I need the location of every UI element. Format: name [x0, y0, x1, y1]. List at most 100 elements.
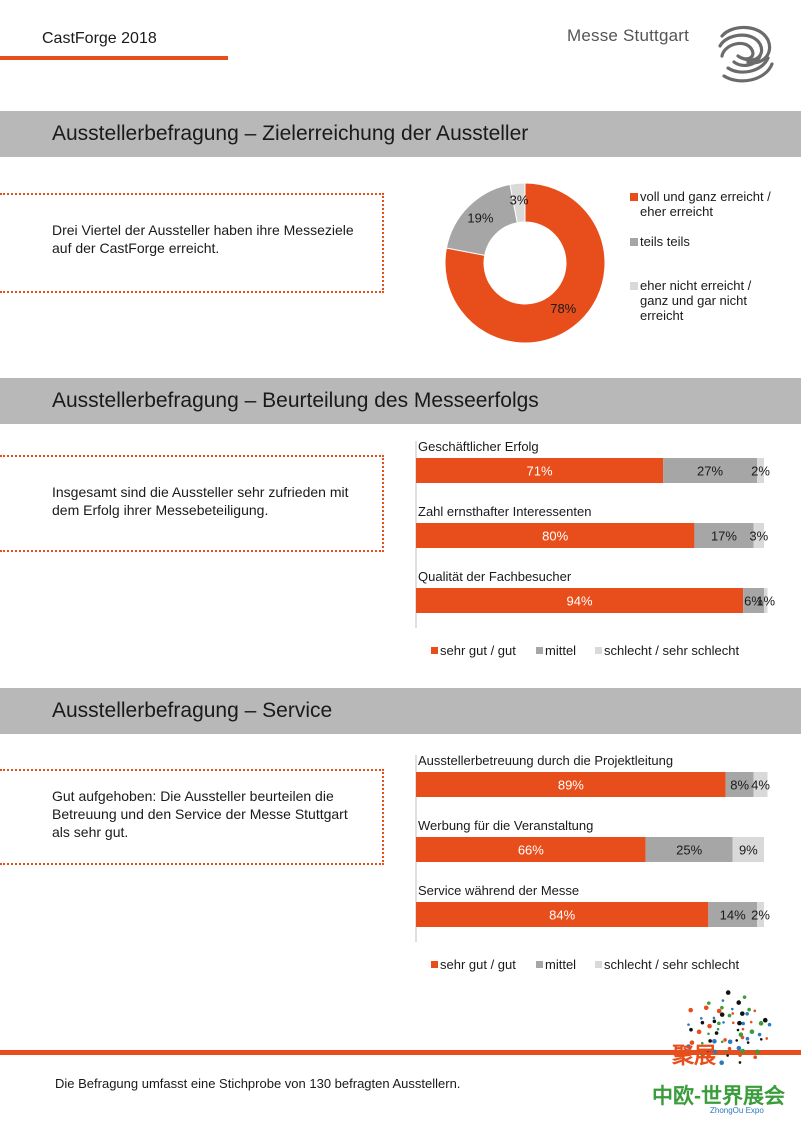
callout-box-goals: [0, 193, 384, 293]
bar-segment: [743, 588, 764, 613]
watermark-dot: [716, 1008, 722, 1014]
bar-segment: [753, 772, 768, 797]
category-label: Zahl ernsthafter Interessenten: [418, 504, 591, 519]
watermark-dot: [749, 1020, 753, 1024]
category-label: Service während der Messe: [418, 883, 579, 898]
watermark-dot: [738, 1053, 742, 1057]
section-title-goals: Ausstellerbefragung – Zielerreichung der…: [52, 122, 529, 145]
callout-box-service: [0, 769, 384, 865]
watermark-dot: [712, 1019, 717, 1024]
watermark-dot: [707, 1032, 710, 1036]
legend-label: schlecht / sehr schlecht: [604, 643, 740, 658]
watermark-dot: [746, 1041, 750, 1044]
bar-segment: [663, 458, 758, 483]
watermark-dot: [689, 1040, 695, 1045]
legend-item-goals-partly: teils teils: [630, 234, 790, 249]
footer-note: Die Befragung umfasst eine Stichprobe vo…: [55, 1076, 461, 1091]
slice-not-achieved: [509, 182, 526, 224]
bar-segment: [416, 772, 726, 797]
legend-swatch: [536, 961, 543, 968]
legend-swatch: [595, 647, 602, 654]
watermark-dot: [758, 1021, 764, 1026]
watermark-dot: [740, 1048, 746, 1054]
watermark-dot: [762, 1017, 768, 1023]
bar-value-label: 2%: [751, 464, 770, 479]
bar-segment: [645, 837, 733, 862]
watermark-dot: [749, 1029, 755, 1035]
bar-segment: [753, 523, 764, 548]
watermark-dot: [731, 1012, 735, 1015]
watermark-burst-icon: [686, 990, 772, 1066]
watermark-dot: [723, 1038, 727, 1042]
watermark-dot: [706, 1054, 711, 1059]
watermark-dot: [738, 1061, 742, 1064]
watermark-dot: [736, 1045, 742, 1051]
watermark-dot: [739, 1011, 745, 1016]
watermark-dot: [742, 995, 747, 999]
legend-swatch: [630, 282, 638, 290]
bar-value-label: 89%: [558, 778, 584, 793]
watermark-dot: [730, 1007, 734, 1011]
watermark-dot: [717, 1021, 721, 1026]
section-bar-goals: Ausstellerbefragung – Zielerreichung der…: [0, 111, 801, 157]
watermark-dot: [727, 1046, 732, 1051]
legend-swatch: [630, 193, 638, 201]
legend-label: sehr gut / gut: [440, 643, 516, 658]
category-label: Geschäftlicher Erfolg: [418, 439, 539, 454]
watermark-dot: [703, 1005, 709, 1011]
watermark-dot: [722, 1021, 725, 1024]
legend-label: voll und ganz erreicht / eher erreicht: [640, 189, 771, 219]
watermark-dot: [707, 1023, 712, 1029]
watermark-dot: [765, 1037, 769, 1040]
watermark-dot: [736, 1028, 740, 1032]
section-title-service: Ausstellerbefragung – Service: [52, 699, 333, 722]
bar-value-label: 9%: [739, 843, 758, 858]
bar-value-label: 94%: [567, 594, 593, 609]
legend-swatch: [595, 961, 602, 968]
watermark-logo: 聚展 中欧-世界展会 ZhongOu Expo: [650, 990, 800, 1130]
watermark-dot: [753, 1055, 757, 1060]
bar-segment: [757, 902, 764, 927]
bar-value-label: 27%: [697, 464, 723, 479]
watermark-dot: [707, 1050, 711, 1054]
category-label: Qualität der Fachbesucher: [418, 569, 572, 584]
watermark-dot: [687, 1023, 690, 1026]
legend-item-goals-not: eher nicht erreicht / ganz und gar nicht…: [630, 278, 770, 323]
slice-label: 19%: [467, 210, 493, 225]
legend-swatch: [630, 238, 638, 246]
bar-value-label: 1%: [756, 594, 775, 609]
event-title: CastForge 2018: [42, 30, 157, 47]
watermark-text-en: ZhongOu Expo: [710, 1106, 764, 1115]
watermark-dot: [686, 1044, 691, 1049]
bar-segment: [757, 458, 764, 483]
watermark-text-cn-2: 中欧-世界展会: [652, 1085, 785, 1108]
slice-label: 3%: [510, 192, 529, 207]
bar-segment: [416, 902, 709, 927]
section-bar-success: Ausstellerbefragung – Beurteilung des Me…: [0, 378, 801, 424]
watermark-dot: [721, 999, 725, 1002]
bar-segment: [694, 523, 754, 548]
watermark-dot: [741, 1027, 745, 1031]
watermark-dot: [689, 1027, 693, 1032]
watermark-dot: [724, 1049, 728, 1053]
bar-value-label: 14%: [720, 908, 746, 923]
slice-label: 78%: [550, 301, 576, 316]
callout-box-success: [0, 455, 384, 552]
watermark-dot: [688, 1007, 693, 1013]
watermark-dot: [700, 1017, 703, 1020]
bar-value-label: 66%: [518, 843, 544, 858]
watermark-dot: [767, 1022, 772, 1027]
legend-label: schlecht / sehr schlecht: [604, 957, 740, 972]
watermark-dot: [700, 1054, 704, 1058]
legend-label: sehr gut / gut: [440, 957, 516, 972]
watermark-dot: [757, 1032, 762, 1037]
callout-text-goals: Drei Viertel der Aussteller haben ihre M…: [52, 222, 354, 256]
goals-donut-chart: 78% 19% 3%: [444, 182, 606, 344]
legend-label: mittel: [545, 957, 576, 972]
watermark-dot: [719, 1060, 724, 1066]
watermark-dot: [753, 1009, 757, 1013]
header-accent-rule: [0, 56, 228, 60]
watermark-dot: [737, 1020, 742, 1026]
bar-value-label: 3%: [749, 529, 768, 544]
watermark-dot: [725, 990, 731, 995]
